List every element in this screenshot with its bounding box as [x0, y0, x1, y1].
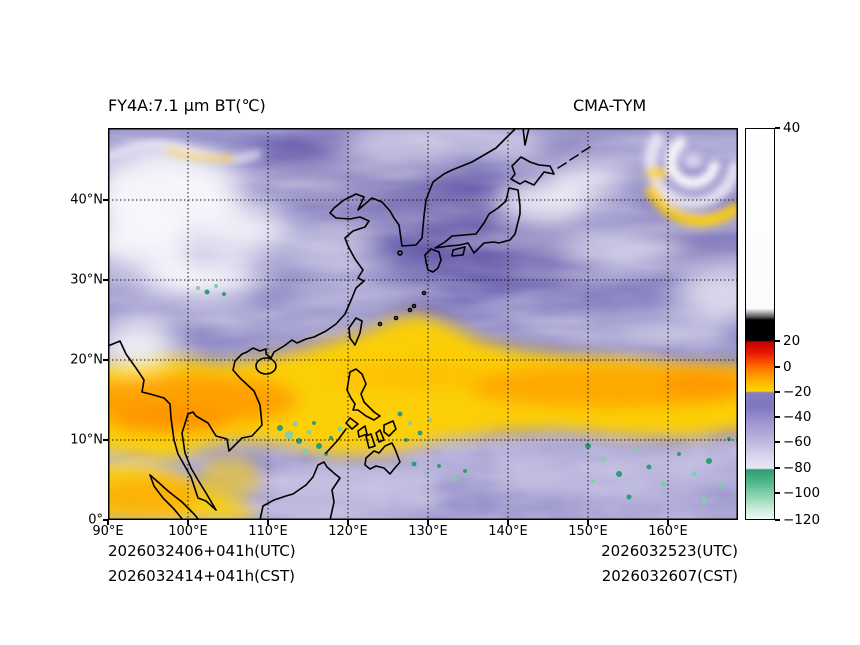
colorbar-tick-label: −60	[783, 434, 812, 450]
y-tick-label: 40°N	[70, 192, 103, 208]
colorbar-tick-mark	[775, 492, 780, 494]
colorbar-tick-label: −80	[783, 460, 812, 476]
valid-time-cst: 2026032607(CST)	[601, 567, 738, 585]
x-tick-mark	[347, 520, 349, 525]
y-tick-mark	[103, 279, 108, 281]
colorbar-tick-mark	[775, 467, 780, 469]
x-tick-mark	[507, 520, 509, 525]
x-tick-label: 120°E	[328, 524, 368, 539]
colorbar-tick-mark	[775, 340, 780, 342]
model-label: CMA-TYM	[573, 96, 647, 115]
cold-overshoot-speckles	[196, 284, 731, 504]
x-tick-label: 110°E	[248, 524, 288, 539]
colorbar-tick-mark	[775, 416, 780, 418]
satellite-bt-image	[108, 128, 738, 520]
cloud-filament	[108, 141, 262, 162]
colorbar-tick-label: 40	[783, 120, 801, 136]
colorbar-tick-mark	[775, 127, 780, 129]
x-tick-label: 160°E	[648, 524, 688, 539]
colorbar-tick-label: −20	[783, 384, 812, 400]
colorbar-tick-label: −120	[783, 512, 821, 528]
colorbar-tick-mark	[775, 441, 780, 443]
y-tick-label: 20°N	[70, 352, 103, 368]
cyclone-swirl	[644, 128, 738, 227]
x-tick-mark	[187, 520, 189, 525]
valid-time-utc: 2026032523(UTC)	[601, 542, 738, 560]
colorbar-tick-label: 0	[783, 359, 792, 375]
map-border	[108, 128, 738, 520]
x-tick-mark	[667, 520, 669, 525]
y-tick-label: 30°N	[70, 272, 103, 288]
colorbar	[745, 128, 775, 520]
colorbar-tick-label: −40	[783, 409, 812, 425]
x-tick-label: 90°E	[92, 524, 124, 539]
y-tick-mark	[103, 439, 108, 441]
colorbar-tick-mark	[775, 366, 780, 368]
map-plot-area	[108, 128, 738, 520]
y-tick-label: 10°N	[70, 432, 103, 448]
x-tick-mark	[427, 520, 429, 525]
y-tick-mark	[103, 199, 108, 201]
y-tick-mark	[103, 519, 108, 521]
y-tick-mark	[103, 359, 108, 361]
x-tick-mark	[107, 520, 109, 525]
y-tick-label: 0°	[88, 512, 103, 528]
x-tick-label: 140°E	[488, 524, 528, 539]
colorbar-tick-label: 20	[783, 333, 801, 349]
dry-air-band	[108, 314, 738, 520]
plot-title: FY4A:7.1 μm BT(℃)	[108, 96, 266, 115]
x-tick-label: 100°E	[168, 524, 208, 539]
colorbar-tick-mark	[775, 391, 780, 393]
init-time-utc: 2026032406+041h(UTC)	[108, 542, 296, 560]
x-tick-label: 150°E	[568, 524, 608, 539]
x-tick-mark	[587, 520, 589, 525]
colorbar-tick-mark	[775, 519, 780, 521]
x-tick-label: 130°E	[408, 524, 448, 539]
graticule	[108, 128, 738, 520]
init-time-cst: 2026032414+041h(CST)	[108, 567, 296, 585]
colorbar-tick-label: −100	[783, 485, 821, 501]
x-tick-mark	[267, 520, 269, 525]
